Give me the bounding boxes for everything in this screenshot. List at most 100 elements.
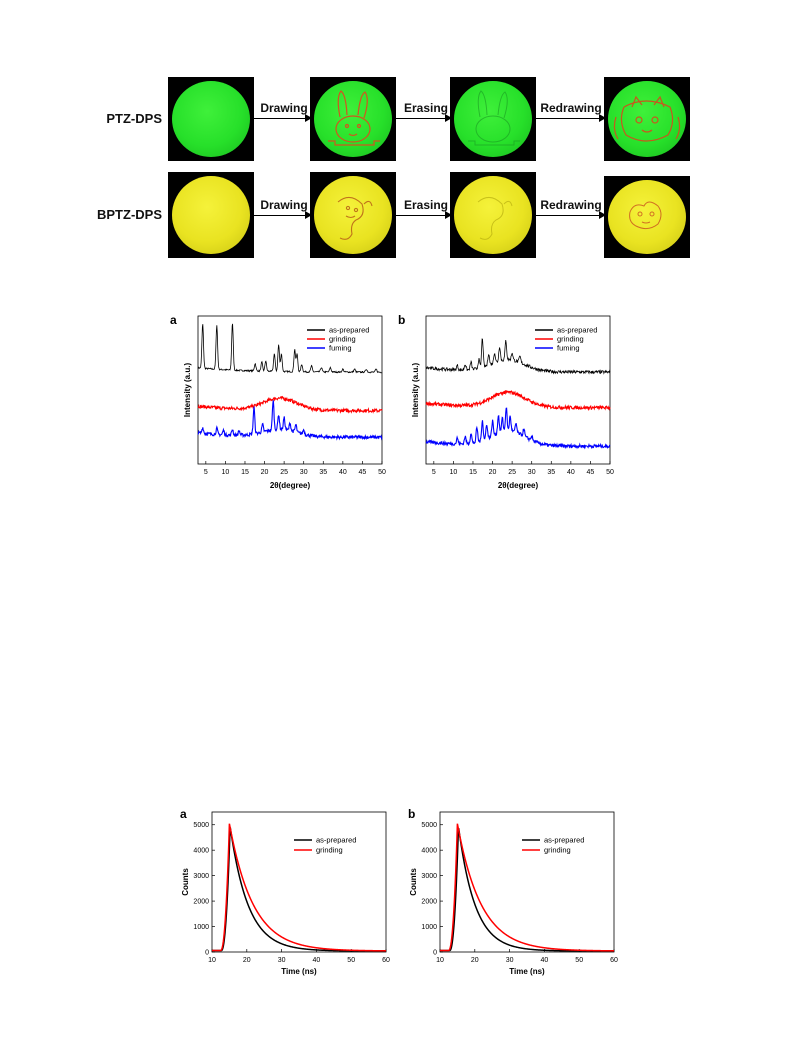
- y-axis-label: Intensity (a.u.): [183, 363, 192, 418]
- series-line-fuming: [425, 407, 611, 450]
- x-tick-label: 40: [541, 957, 549, 964]
- photo-ptz-initial: [168, 77, 254, 161]
- y-axis-label: Counts: [181, 868, 190, 896]
- x-tick-label: 15: [241, 469, 249, 476]
- step-label-erasing-2: Erasing: [403, 198, 448, 212]
- pig-drawing: [337, 196, 373, 240]
- faded-pig-drawing: [477, 197, 513, 240]
- y-axis-label: Intensity (a.u.): [411, 363, 420, 418]
- y-tick-label: 1000: [421, 924, 437, 931]
- x-tick-label: 20: [243, 957, 251, 964]
- photo-bptz-initial: [168, 172, 254, 258]
- x-tick-label: 10: [208, 957, 216, 964]
- panel-letter: b: [408, 807, 415, 821]
- series-line-as-prepared: [425, 338, 611, 375]
- decay-curve-grinding: [440, 823, 614, 952]
- x-tick-label: 20: [261, 469, 269, 476]
- x-tick-label: 15: [469, 469, 477, 476]
- photo-ptz-redrawn: [604, 77, 690, 161]
- x-tick-label: 10: [222, 469, 230, 476]
- x-tick-label: 25: [280, 469, 288, 476]
- legend-label-fuming: fuming: [329, 344, 352, 353]
- photo-ptz-drawn: [310, 77, 396, 161]
- x-tick-label: 50: [606, 469, 614, 476]
- plot-frame: [211, 811, 387, 953]
- legend-label-as-prepared: as-prepared: [316, 836, 356, 845]
- decay-panel-a: a 10 20 30 40 50 60 0 1000 2000 3000 4000 5000 Time (…: [180, 807, 390, 976]
- decay-figure: a 10 20 30 40 50 60 0 1000 2000 3000 4000 5000 Time (…: [180, 807, 618, 976]
- step-label-redrawing-1: Redrawing: [540, 101, 602, 115]
- x-axis-label: Time (ns): [509, 967, 545, 976]
- y-tick-label: 4000: [421, 848, 437, 855]
- y-tick-label: 0: [433, 950, 437, 957]
- legend-label-grinding: grinding: [544, 846, 571, 855]
- decay-curve-as-prepared: [212, 827, 386, 952]
- legend-label-as-prepared: as-prepared: [544, 836, 584, 845]
- x-tick-label: 45: [359, 469, 367, 476]
- arrow-right-icon: [396, 211, 452, 219]
- arrow-right-icon: [254, 211, 312, 219]
- legend-label-grinding: grinding: [329, 335, 356, 344]
- redrawn-face-drawing: [629, 201, 662, 230]
- y-tick-label: 2000: [193, 899, 209, 906]
- photo-bptz-redrawn: [604, 176, 690, 258]
- y-tick-label: 5000: [421, 822, 437, 829]
- photo-ptz-erased: [450, 77, 536, 161]
- x-axis-label: 2θ(degree): [270, 481, 311, 490]
- legend-label-as-prepared: as-prepared: [329, 326, 369, 335]
- x-tick-label: 50: [378, 469, 386, 476]
- photo-bptz-erased: [450, 172, 536, 258]
- x-tick-label: 25: [508, 469, 516, 476]
- y-tick-label: 0: [205, 950, 209, 957]
- legend-label-grinding: grinding: [316, 846, 343, 855]
- x-tick-label: 50: [575, 957, 583, 964]
- x-tick-label: 30: [300, 469, 308, 476]
- y-tick-label: 3000: [193, 873, 209, 880]
- x-tick-label: 30: [506, 957, 514, 964]
- redrawn-cat-drawing: [613, 95, 681, 142]
- legend-label-fuming: fuming: [557, 344, 580, 353]
- x-tick-label: 5: [204, 469, 208, 476]
- step-label-erasing-1: Erasing: [403, 101, 448, 115]
- x-tick-label: 5: [432, 469, 436, 476]
- x-tick-label: 60: [610, 957, 618, 964]
- rabbit-drawing: [328, 90, 380, 146]
- photo-bptz-drawn: [310, 172, 396, 258]
- xrd-panel-b: b 5 10 15 20 25 30 35 40 45 50 2θ(degree) Intensity …: [398, 313, 614, 490]
- panel-letter: a: [180, 807, 187, 821]
- x-tick-label: 30: [278, 957, 286, 964]
- x-tick-label: 20: [489, 469, 497, 476]
- series-line-grinding: [425, 389, 611, 412]
- x-tick-label: 40: [567, 469, 575, 476]
- decay-curve-grinding: [212, 823, 386, 952]
- y-tick-label: 1000: [193, 924, 209, 931]
- plot-frame: [439, 811, 615, 953]
- series-line-fuming: [197, 400, 383, 441]
- decay-panel-b: b 10 20 30 40 50 60 0 1000 2000 3000 4000 5000 Time (…: [408, 807, 618, 976]
- x-tick-label: 20: [471, 957, 479, 964]
- plot-frame: [197, 315, 383, 465]
- arrow-right-icon: [536, 114, 606, 122]
- y-tick-label: 3000: [421, 873, 437, 880]
- row-label-ptz-dps: PTZ-DPS: [106, 111, 162, 126]
- x-tick-label: 10: [436, 957, 444, 964]
- x-tick-label: 60: [382, 957, 390, 964]
- legend-label-as-prepared: as-prepared: [557, 326, 597, 335]
- x-tick-label: 35: [547, 469, 555, 476]
- x-tick-label: 40: [313, 957, 321, 964]
- x-tick-label: 35: [319, 469, 327, 476]
- x-axis-label: 2θ(degree): [498, 481, 539, 490]
- plot-frame: [425, 315, 611, 465]
- x-axis-label: Time (ns): [281, 967, 317, 976]
- arrow-right-icon: [254, 114, 312, 122]
- panel-letter: a: [170, 313, 177, 327]
- step-label-drawing-1: Drawing: [260, 101, 308, 115]
- x-tick-label: 10: [450, 469, 458, 476]
- step-label-redrawing-2: Redrawing: [540, 198, 602, 212]
- panel-letter: b: [398, 313, 405, 327]
- x-tick-label: 30: [528, 469, 536, 476]
- row-label-bptz-dps: BPTZ-DPS: [97, 207, 162, 222]
- arrow-right-icon: [536, 211, 606, 219]
- step-label-drawing-2: Drawing: [260, 198, 308, 212]
- arrow-right-icon: [396, 114, 452, 122]
